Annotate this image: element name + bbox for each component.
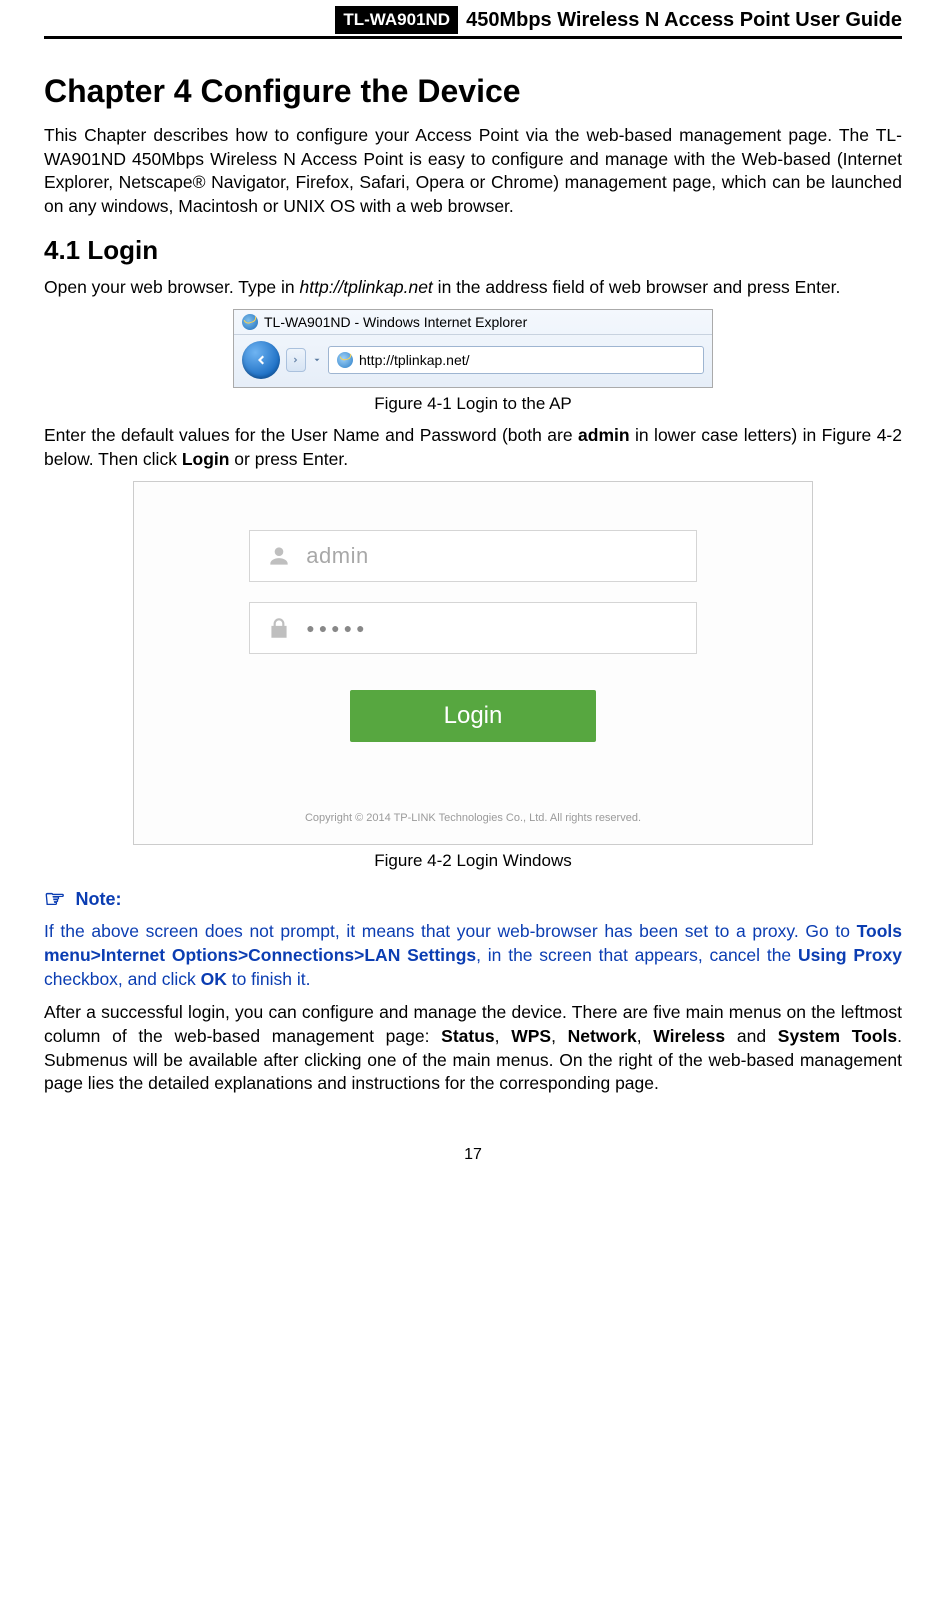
model-badge: TL-WA901ND <box>335 6 458 34</box>
text: If the above screen does not prompt, it … <box>44 921 857 941</box>
text: Open your web browser. Type in <box>44 277 300 297</box>
text-bold: Using Proxy <box>798 945 902 965</box>
arrow-left-icon <box>252 351 270 369</box>
forward-button[interactable] <box>286 348 306 372</box>
browser-titlebar: TL-WA901ND - Windows Internet Explorer <box>234 310 712 335</box>
section-4-1-heading: 4.1 Login <box>44 235 902 266</box>
menu-system-tools: System Tools <box>778 1026 897 1046</box>
pointing-hand-icon: ☞ <box>44 885 66 914</box>
figure-4-1: TL-WA901ND - Windows Internet Explorer h… <box>44 309 902 414</box>
chevron-down-icon[interactable] <box>312 355 322 365</box>
text: checkbox, and click <box>44 969 201 989</box>
page-number: 17 <box>44 1146 902 1164</box>
text-bold: Login <box>182 449 230 469</box>
arrow-right-icon <box>291 355 301 365</box>
text: and <box>725 1026 778 1046</box>
figure-4-2-caption: Figure 4-2 Login Windows <box>44 851 902 871</box>
menu-wps: WPS <box>511 1026 551 1046</box>
page-header: TL-WA901ND 450Mbps Wireless N Access Poi… <box>44 0 902 39</box>
login-button[interactable]: Login <box>350 690 596 742</box>
username-field[interactable]: admin <box>249 530 696 582</box>
chapter-intro: This Chapter describes how to configure … <box>44 124 902 219</box>
text-bold: admin <box>578 425 630 445</box>
menu-status: Status <box>441 1026 494 1046</box>
menu-wireless: Wireless <box>653 1026 725 1046</box>
figure-4-1-caption: Figure 4-1 Login to the AP <box>44 394 902 414</box>
text: or press Enter. <box>229 449 348 469</box>
browser-nav-row: http://tplinkap.net/ <box>234 335 712 387</box>
user-icon <box>266 543 292 569</box>
text: in the address field of web browser and … <box>433 277 841 297</box>
address-bar[interactable]: http://tplinkap.net/ <box>328 346 704 374</box>
menu-network: Network <box>568 1026 637 1046</box>
url-text: http://tplinkap.net <box>300 277 433 297</box>
login-copyright: Copyright © 2014 TP-LINK Technologies Co… <box>249 812 696 824</box>
after-login-paragraph: After a successful login, you can config… <box>44 1001 902 1096</box>
text: Enter the default values for the User Na… <box>44 425 578 445</box>
note-label: Note: <box>76 889 122 910</box>
chapter-heading: Chapter 4 Configure the Device <box>44 73 902 110</box>
text-bold: OK <box>201 969 227 989</box>
password-field[interactable]: ●●●●● <box>249 602 696 654</box>
username-value: admin <box>306 543 368 569</box>
figure-4-2: admin ●●●●● Login Copyright © 2014 TP-LI… <box>44 481 902 871</box>
address-url: http://tplinkap.net/ <box>359 352 470 368</box>
ie-page-icon <box>337 352 353 368</box>
ie-icon <box>242 314 258 330</box>
browser-window: TL-WA901ND - Windows Internet Explorer h… <box>233 309 713 388</box>
text: , in the screen that appears, cancel the <box>476 945 798 965</box>
text: to finish it. <box>227 969 311 989</box>
login-window: admin ●●●●● Login Copyright © 2014 TP-LI… <box>133 481 813 845</box>
note-heading: ☞ Note: <box>44 885 902 914</box>
text: , <box>495 1026 512 1046</box>
back-button[interactable] <box>242 341 280 379</box>
lock-icon <box>266 615 292 641</box>
login-instruction-2: Enter the default values for the User Na… <box>44 424 902 471</box>
browser-window-title: TL-WA901ND - Windows Internet Explorer <box>264 314 527 330</box>
login-instruction-1: Open your web browser. Type in http://tp… <box>44 276 902 300</box>
note-body: If the above screen does not prompt, it … <box>44 920 902 991</box>
guide-title: 450Mbps Wireless N Access Point User Gui… <box>466 9 902 32</box>
text: , <box>551 1026 568 1046</box>
text: , <box>637 1026 654 1046</box>
password-value: ●●●●● <box>306 620 368 636</box>
